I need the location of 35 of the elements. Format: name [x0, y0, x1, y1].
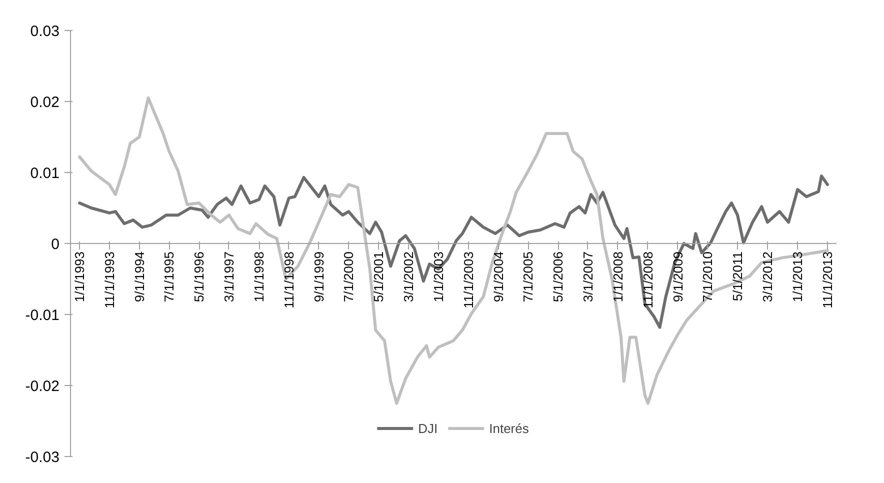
- y-tick-label: -0.02: [25, 378, 60, 395]
- x-tick-label: 7/1/2000: [341, 251, 356, 302]
- x-tick-label: 11/1/2008: [640, 251, 656, 308]
- x-tick-label: 1/1/2003: [431, 251, 446, 302]
- y-tick-label: 0: [51, 236, 60, 253]
- y-tick-label: -0.01: [25, 307, 60, 324]
- x-tick-label: 5/1/1996: [192, 251, 207, 302]
- x-tick-label: 5/1/2011: [730, 252, 746, 302]
- x-tick-label: 3/1/2012: [760, 251, 775, 302]
- x-tick-label: 11/1/2003: [460, 251, 476, 308]
- x-tick-label: 1/1/1993: [72, 251, 88, 302]
- x-tick-label: 1/1/2013: [790, 251, 806, 302]
- x-tick-label: 1/1/2008: [610, 251, 626, 302]
- x-tick-label: 1/1/1998: [252, 251, 267, 302]
- x-tick-label: 9/1/1994: [132, 251, 147, 302]
- y-tick-label: -0.03: [25, 449, 60, 466]
- x-tick-label: 7/1/2005: [520, 251, 536, 302]
- x-tick-label: 7/1/1995: [162, 251, 177, 302]
- legend-label: Interés: [489, 420, 529, 436]
- y-tick-label: 0.01: [30, 165, 60, 182]
- x-tick-label: 3/1/2007: [580, 251, 596, 302]
- x-tick-label: 3/1/1997: [221, 251, 236, 302]
- x-tick-label: 5/1/2006: [550, 251, 566, 302]
- x-tick-label: 11/1/1993: [102, 251, 117, 308]
- x-tick-label: 7/1/2010: [700, 251, 716, 302]
- y-tick-label: 0.02: [30, 94, 60, 111]
- x-tick-label: 9/1/1999: [311, 251, 326, 302]
- x-tick-label: 5/1/2001: [371, 251, 386, 302]
- x-tick-label: 9/1/2004: [490, 251, 506, 302]
- x-tick-label: 11/1/2013: [820, 251, 835, 308]
- legend-label: DJI: [418, 420, 438, 436]
- x-tick-label: 9/1/2009: [670, 251, 686, 302]
- x-tick-label: 3/1/2002: [400, 251, 416, 302]
- y-tick-label: 0.03: [30, 23, 60, 40]
- x-tick-label: 11/1/1998: [281, 251, 296, 308]
